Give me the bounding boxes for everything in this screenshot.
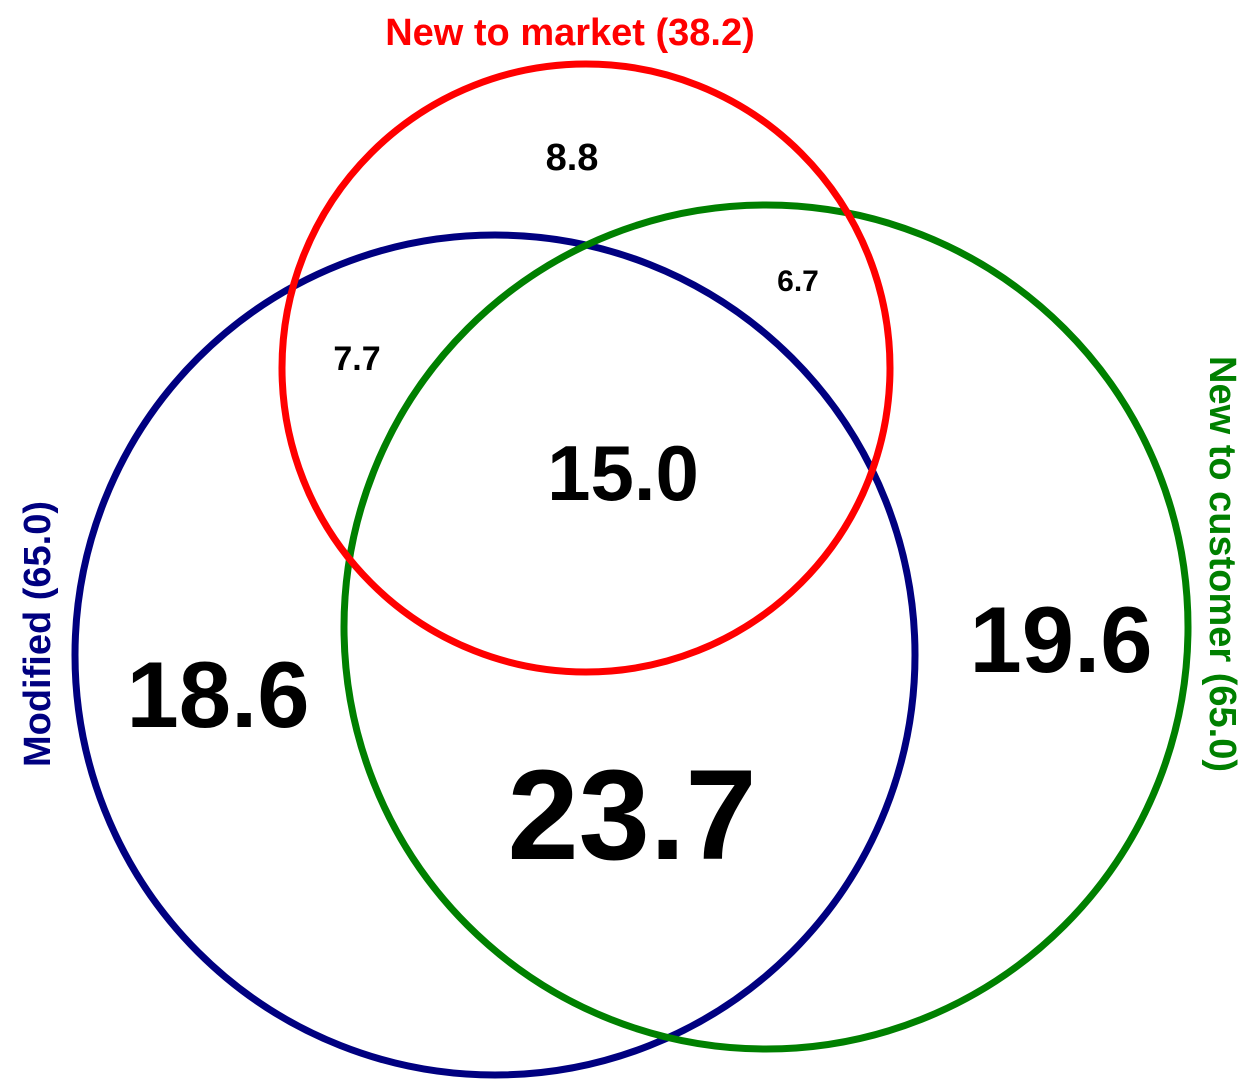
modified-circle <box>71 231 919 1079</box>
customer-only-value: 19.6 <box>970 587 1153 692</box>
modified-label: Modified (65.0) <box>17 501 59 767</box>
modified-only-value: 18.6 <box>127 642 310 747</box>
all-three-value: 15.0 <box>547 429 699 517</box>
market-and-customer-value: 6.7 <box>777 265 819 298</box>
modified-and-customer-value: 23.7 <box>507 744 756 887</box>
market-only-value: 8.8 <box>546 137 599 179</box>
new-to-market-circle <box>278 60 894 676</box>
new-to-customer-circle <box>340 201 1192 1053</box>
new-to-customer-label: New to customer (65.0) <box>1201 356 1243 772</box>
market-and-modified-value: 7.7 <box>333 340 380 378</box>
new-to-market-label: New to market (38.2) <box>385 12 755 54</box>
